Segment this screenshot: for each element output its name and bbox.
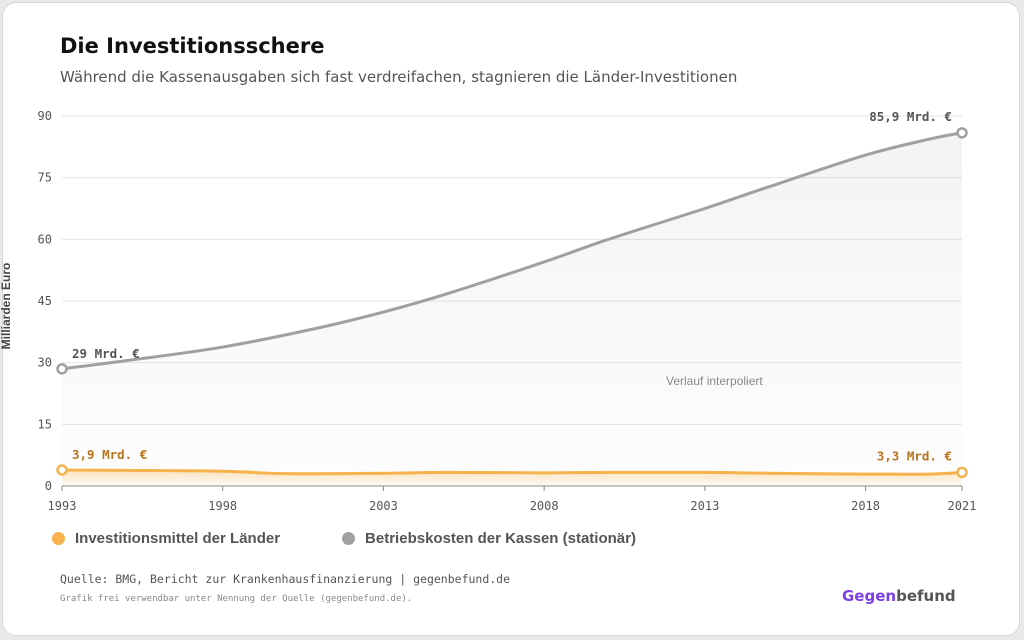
lines bbox=[60, 131, 964, 476]
legend-swatch-laender bbox=[52, 532, 65, 545]
data-label-start-laender: 3,9 Mrd. € bbox=[72, 447, 147, 462]
line-kassen bbox=[60, 131, 964, 371]
annotation-interpolated: Verlauf interpoliert bbox=[666, 374, 763, 388]
marker-start-kassen[interactable] bbox=[56, 363, 68, 375]
x-tick-1998: 1998 bbox=[208, 499, 237, 513]
x-tick-2003: 2003 bbox=[369, 499, 398, 513]
y-tick-15: 15 bbox=[38, 417, 52, 431]
x-tick-2008: 2008 bbox=[530, 499, 559, 513]
labels: 0 15 30 45 60 75 90 1993 1998 2003 2008 2013 2018 202… bbox=[38, 109, 977, 513]
x-tick-1993: 1993 bbox=[48, 499, 77, 513]
data-label-end-kassen: 85,9 Mrd. € bbox=[869, 109, 952, 124]
data-label-start-kassen: 29 Mrd. € bbox=[72, 346, 140, 361]
x-tick-2013: 2013 bbox=[690, 499, 719, 513]
chart-title: Die Investitionsschere bbox=[60, 34, 325, 58]
brand-part-2: befund bbox=[896, 587, 956, 605]
y-tick-75: 75 bbox=[38, 171, 52, 185]
legend-label-laender: Investitionsmittel der Länder bbox=[75, 530, 281, 547]
y-tick-60: 60 bbox=[38, 232, 52, 246]
markers bbox=[56, 127, 968, 479]
areas bbox=[62, 132, 962, 486]
brand-part-1: Gegen bbox=[842, 587, 897, 605]
legend-item-laender[interactable]: Investitionsmittel der Länder bbox=[52, 530, 280, 547]
marker-start-laender[interactable] bbox=[56, 464, 68, 476]
marker-end-laender[interactable] bbox=[956, 466, 968, 479]
marker-end-kassen[interactable] bbox=[956, 127, 968, 139]
source-text: Quelle: BMG, Bericht zur Krankenhausfina… bbox=[60, 572, 511, 586]
y-tick-30: 30 bbox=[38, 356, 52, 370]
brand-logo[interactable]: Gegenbefund bbox=[842, 587, 956, 605]
data-label-end-laender: 3,3 Mrd. € bbox=[877, 448, 952, 463]
x-tick-2021: 2021 bbox=[948, 499, 977, 513]
chart-subtitle: Während die Kassenausgaben sich fast ver… bbox=[60, 68, 738, 86]
legend-item-kassen[interactable]: Betriebskosten der Kassen (stationär) bbox=[342, 530, 636, 547]
x-tick-2018: 2018 bbox=[851, 499, 880, 513]
y-tick-45: 45 bbox=[38, 294, 52, 308]
license-text: Grafik frei verwendbar unter Nennung der… bbox=[60, 594, 413, 604]
y-axis-label: Milliarden Euro bbox=[0, 263, 13, 350]
line-laender bbox=[60, 468, 964, 476]
y-tick-90: 90 bbox=[38, 109, 52, 123]
legend: Investitionsmittel der Länder Betriebsko… bbox=[52, 530, 636, 547]
legend-label-kassen: Betriebskosten der Kassen (stationär) bbox=[365, 530, 636, 547]
legend-swatch-kassen bbox=[342, 532, 356, 545]
y-tick-0: 0 bbox=[45, 479, 52, 493]
area-kassen bbox=[62, 132, 962, 486]
